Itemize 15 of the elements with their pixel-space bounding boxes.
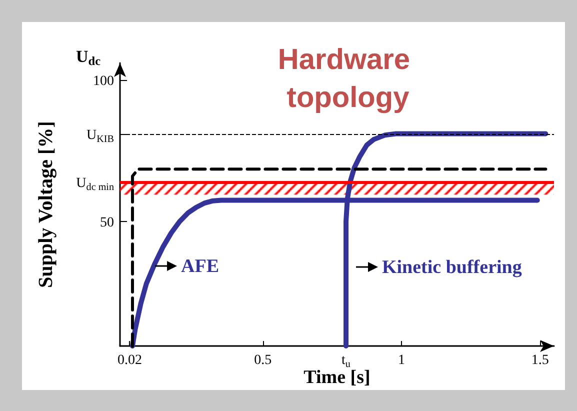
annotation: AFE xyxy=(181,256,219,277)
x-tick-label: t$_{u}$ xyxy=(342,353,350,370)
y-tick-label: 50 xyxy=(100,215,114,230)
x-axis-title: Time [s] xyxy=(304,367,370,388)
y-tick-label: 100 xyxy=(93,74,114,89)
x-tick-label: 1 xyxy=(398,353,405,368)
y-axis-title: Supply Voltage [%] xyxy=(35,121,57,288)
annotation: Kinetic buffering xyxy=(382,257,522,278)
y-tick-label: U$_{KIB}$ xyxy=(86,128,114,145)
y-tick-label: U$_{dc min}$ xyxy=(76,176,114,193)
chart-title: Hardware topology xyxy=(278,44,418,114)
x-tick-label: 1.5 xyxy=(531,353,549,368)
x-tick-label: 0.02 xyxy=(117,353,142,368)
x-tick-label: 0.5 xyxy=(254,353,272,368)
text: U$_{dc}$ xyxy=(76,47,102,68)
